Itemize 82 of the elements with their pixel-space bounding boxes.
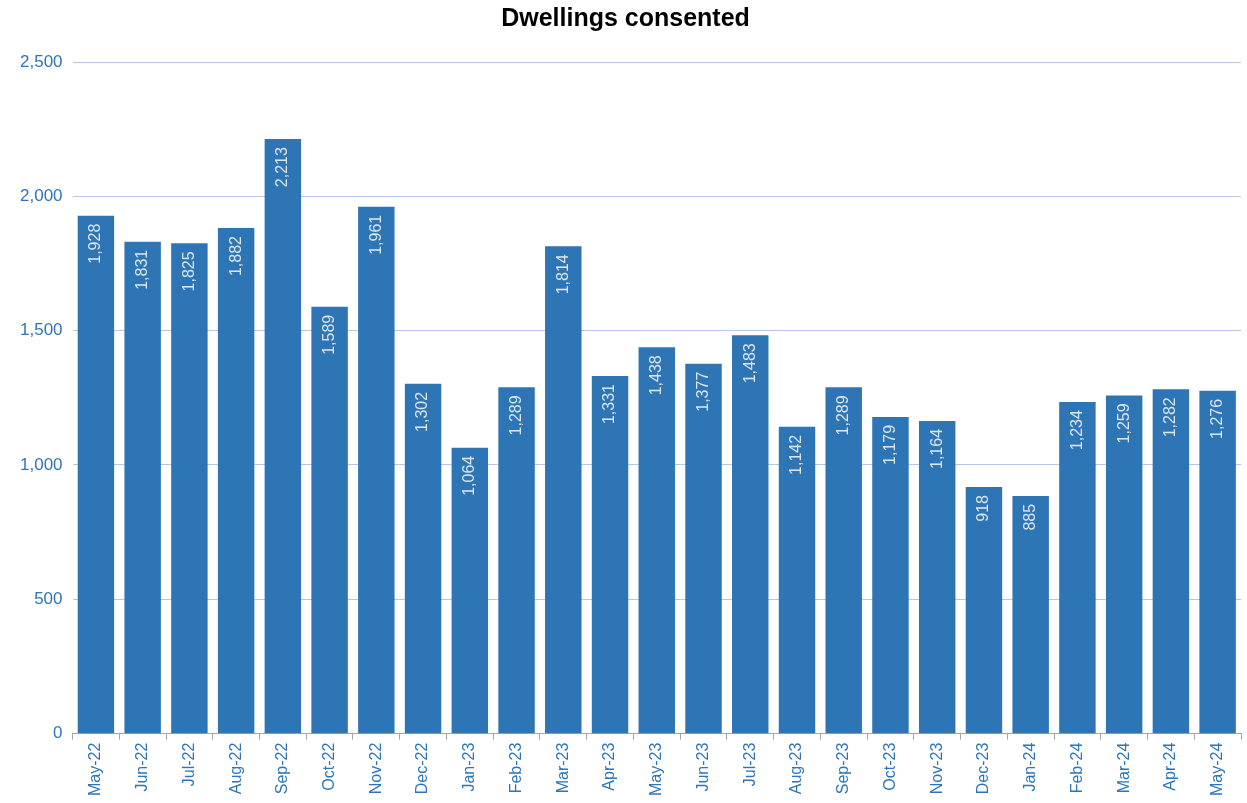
data-label: 1,961 bbox=[366, 214, 384, 255]
data-label: 1,331 bbox=[600, 383, 618, 425]
x-tick-label: Oct-22 bbox=[320, 742, 338, 791]
x-tick-label: Oct-23 bbox=[880, 742, 898, 791]
data-label: 1,438 bbox=[647, 355, 665, 396]
data-label: 1,377 bbox=[693, 371, 711, 412]
x-tick-label: Jan-23 bbox=[460, 742, 478, 792]
x-tick-label: Jul-22 bbox=[179, 742, 197, 787]
bar bbox=[498, 387, 535, 734]
y-tick-label: 2,500 bbox=[19, 51, 63, 71]
data-label: 1,589 bbox=[320, 314, 338, 355]
data-label: 885 bbox=[1021, 503, 1039, 531]
x-tick-label: Aug-23 bbox=[787, 742, 805, 795]
bar bbox=[1199, 390, 1236, 734]
data-label: 918 bbox=[974, 494, 992, 522]
y-tick-label: 2,000 bbox=[19, 186, 63, 206]
bar bbox=[732, 335, 769, 734]
bar bbox=[217, 228, 255, 734]
data-label: 1,234 bbox=[1067, 410, 1085, 451]
bar bbox=[171, 243, 208, 734]
bar bbox=[451, 447, 489, 734]
bar bbox=[591, 376, 629, 734]
bar bbox=[358, 206, 395, 734]
x-tick-label: Jul-23 bbox=[740, 742, 758, 787]
bar bbox=[1152, 389, 1190, 734]
bar bbox=[638, 347, 675, 734]
data-label: 1,814 bbox=[553, 254, 571, 295]
data-label: 1,179 bbox=[880, 424, 898, 465]
x-tick-label: May-22 bbox=[86, 742, 104, 797]
data-label: 1,289 bbox=[506, 395, 524, 436]
bar bbox=[1059, 402, 1096, 734]
y-tick-label: 1,000 bbox=[19, 454, 63, 474]
bar bbox=[311, 306, 348, 734]
y-tick-label: 0 bbox=[53, 723, 63, 743]
x-tick-label: Sep-23 bbox=[834, 742, 852, 795]
data-label: 1,259 bbox=[1114, 403, 1132, 444]
x-tick-label: Feb-24 bbox=[1067, 742, 1085, 794]
bar bbox=[545, 246, 582, 734]
bar bbox=[124, 241, 161, 734]
x-tick-label: Apr-24 bbox=[1161, 742, 1179, 791]
x-tick-label: May-24 bbox=[1208, 742, 1226, 797]
x-tick-label: Mar-24 bbox=[1114, 742, 1132, 794]
bar bbox=[825, 387, 862, 734]
bar bbox=[264, 139, 302, 734]
bar bbox=[77, 215, 115, 734]
data-label: 2,213 bbox=[273, 147, 291, 188]
data-label: 1,289 bbox=[834, 395, 852, 436]
x-tick-label: Dec-22 bbox=[413, 742, 431, 795]
x-tick-label: Jun-23 bbox=[693, 742, 711, 792]
x-tick-label: Mar-23 bbox=[553, 742, 571, 794]
x-tick-label: Feb-23 bbox=[506, 742, 524, 794]
x-tick-label: Nov-23 bbox=[927, 742, 945, 795]
chart-title: Dwellings consented bbox=[501, 2, 750, 31]
bar bbox=[965, 487, 1003, 734]
data-label: 1,483 bbox=[740, 343, 758, 384]
y-tick-label: 500 bbox=[34, 589, 63, 609]
x-tick-label: Nov-22 bbox=[366, 742, 384, 795]
data-label: 1,276 bbox=[1208, 398, 1226, 439]
data-label: 1,928 bbox=[86, 223, 104, 264]
x-tick-label: Dec-23 bbox=[974, 742, 992, 795]
bar bbox=[685, 363, 722, 734]
data-label: 1,825 bbox=[179, 251, 197, 292]
bar bbox=[778, 426, 816, 734]
x-tick-label: Jan-24 bbox=[1021, 742, 1039, 792]
data-label: 1,831 bbox=[133, 249, 151, 290]
x-tick-label: Jun-22 bbox=[133, 742, 151, 792]
x-tick-label: Sep-22 bbox=[273, 742, 291, 795]
x-tick-label: Aug-22 bbox=[226, 742, 244, 795]
bar bbox=[1012, 495, 1049, 734]
data-label: 1,282 bbox=[1161, 397, 1179, 438]
y-tick-label: 1,500 bbox=[19, 320, 63, 340]
data-label: 1,064 bbox=[460, 455, 478, 496]
data-label: 1,302 bbox=[413, 391, 431, 432]
x-tick-label: May-23 bbox=[647, 742, 665, 797]
bar bbox=[872, 416, 909, 734]
bar bbox=[918, 420, 956, 734]
data-label: 1,142 bbox=[787, 434, 805, 475]
data-label: 1,164 bbox=[927, 428, 945, 469]
bar bbox=[1105, 395, 1143, 734]
data-label: 1,882 bbox=[226, 235, 244, 277]
x-tick-label: Apr-23 bbox=[600, 742, 618, 791]
bar bbox=[404, 383, 442, 734]
